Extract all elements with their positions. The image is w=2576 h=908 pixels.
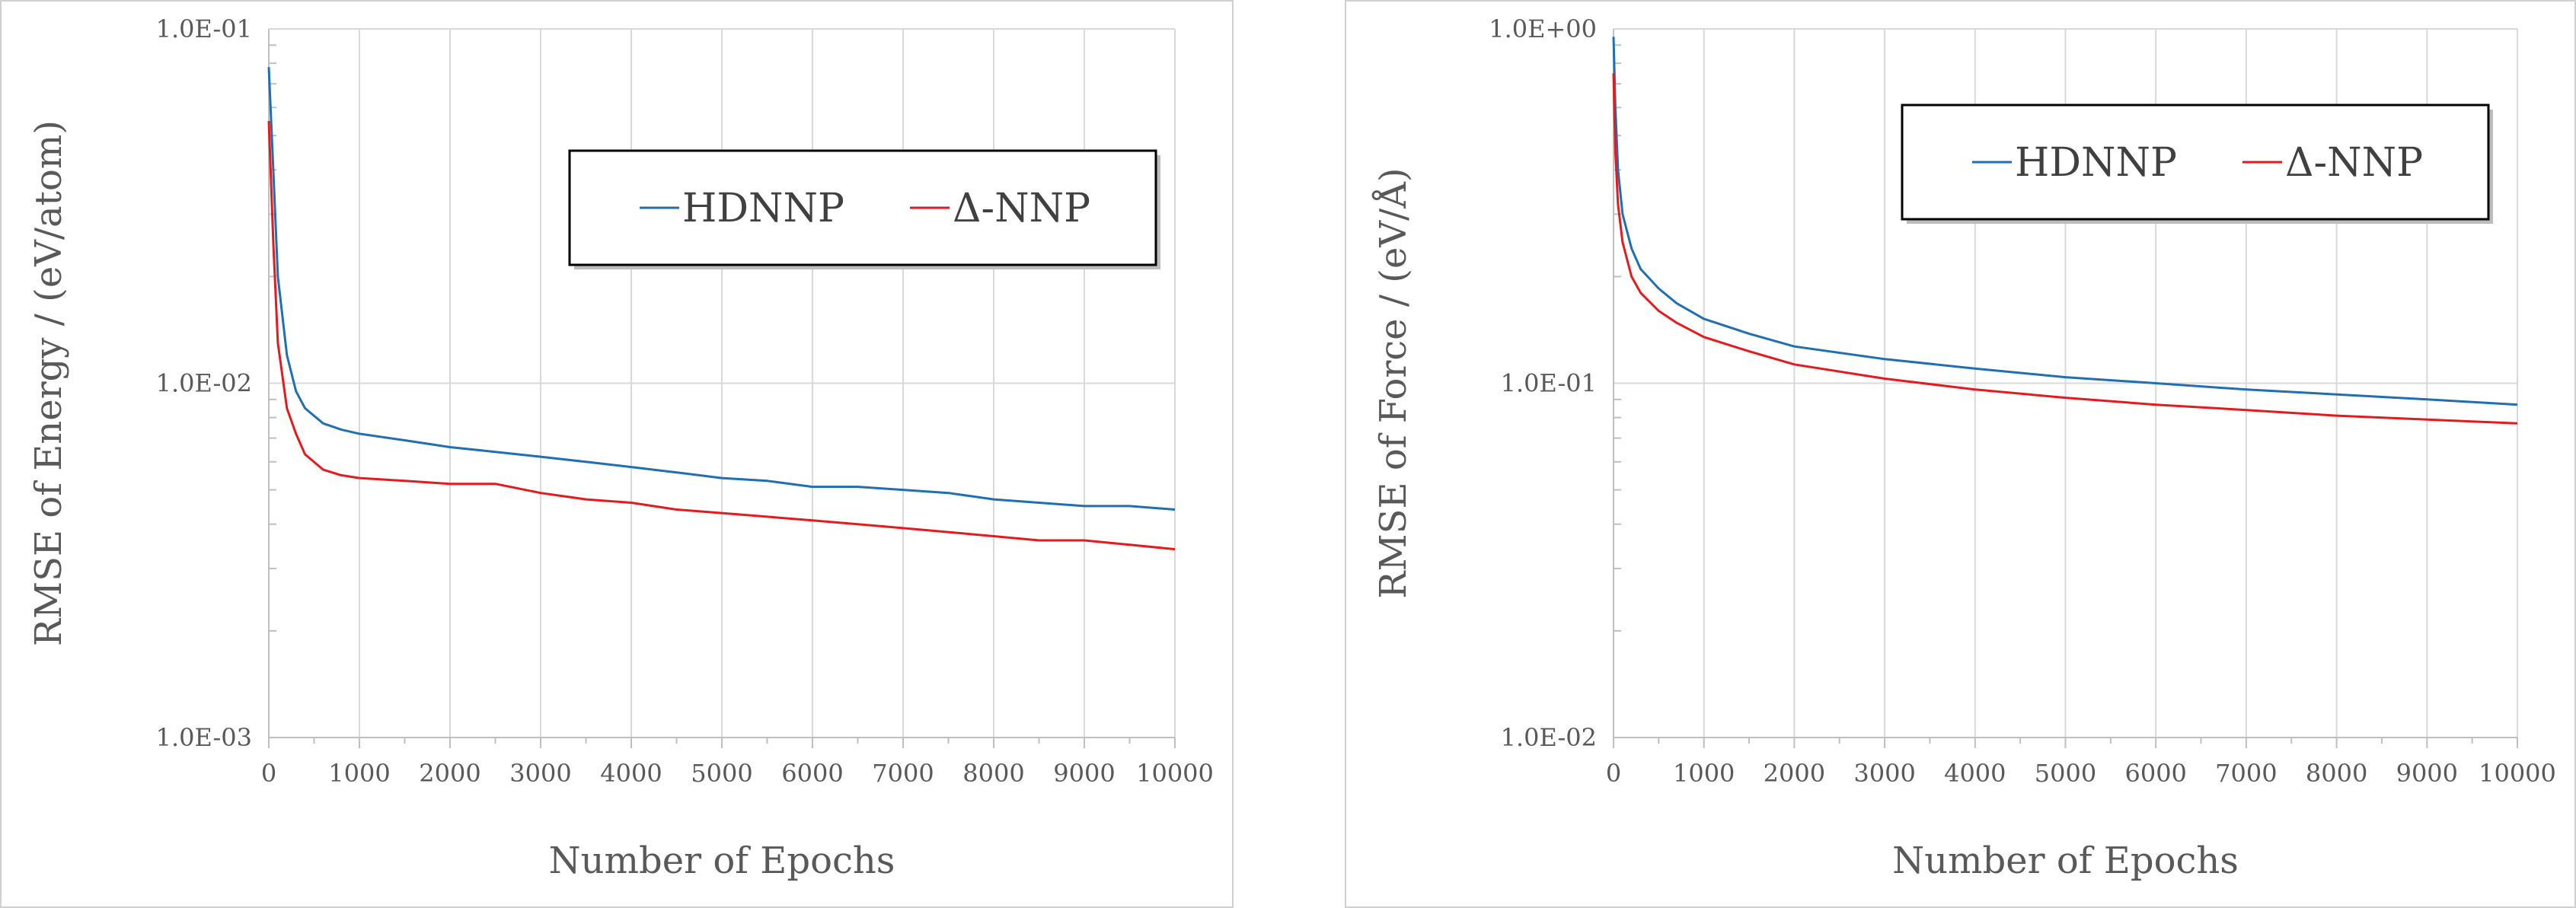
- y-axis-title: RMSE of Force / (eV/Å): [1371, 167, 1415, 598]
- x-tick-label: 0: [261, 759, 276, 788]
- legend-label: Δ-NNP: [953, 186, 1090, 231]
- series-line-hdnnp: [267, 67, 1176, 511]
- x-tick-label: 10000: [2479, 759, 2556, 788]
- x-tick-label: 5000: [691, 759, 752, 788]
- legend-label: HDNNP: [682, 186, 844, 231]
- x-tick-label: 1000: [1673, 759, 1735, 788]
- series-line-delta-nnp: [1612, 73, 2518, 425]
- x-tick-label: 2000: [419, 759, 480, 788]
- x-tick-label: 6000: [781, 759, 843, 788]
- y-tick-label: 1.0E-03: [156, 723, 252, 752]
- energy-chart: 0 1000 2000 3000 4000 5000 6000 7000 8000 9000 100…: [27, 14, 1214, 882]
- force-chart-panel: 0 1000 2000 3000 4000 5000 6000 7000 8000 9000 100…: [1345, 0, 2576, 908]
- y-tick-label: 1.0E-02: [156, 369, 252, 398]
- x-axis-title: Number of Epochs: [1892, 840, 2239, 882]
- x-tick-label: 6000: [2124, 759, 2186, 788]
- y-tick-label: 1.0E-02: [1501, 723, 1597, 752]
- x-tick-label: 9000: [1053, 759, 1115, 788]
- y-tick-label: 1.0E+00: [1489, 14, 1597, 43]
- x-tick-label: 4000: [600, 759, 662, 788]
- x-tick-label: 8000: [2306, 759, 2367, 788]
- x-tick-label: 10000: [1136, 759, 1214, 788]
- x-tick-label: 7000: [872, 759, 934, 788]
- x-tick-label: 3000: [509, 759, 571, 788]
- y-axis-title: RMSE of Energy / (eV/atom): [27, 120, 70, 646]
- force-chart: 0 1000 2000 3000 4000 5000 6000 7000 8000 9000 100…: [1371, 14, 2556, 882]
- x-tick-label: 0: [1606, 759, 1621, 788]
- x-tick-label: 7000: [2215, 759, 2277, 788]
- energy-chart-panel: 0 1000 2000 3000 4000 5000 6000 7000 8000 9000 100…: [0, 0, 1234, 908]
- x-axis-title: Number of Epochs: [549, 840, 895, 882]
- y-tick-label: 1.0E-01: [156, 14, 252, 43]
- legend-label: Δ-NNP: [2285, 140, 2423, 186]
- x-tick-label: 1000: [328, 759, 390, 788]
- y-tick-label: 1.0E-01: [1501, 369, 1597, 398]
- x-tick-label: 4000: [1944, 759, 2006, 788]
- x-tick-label: 9000: [2396, 759, 2458, 788]
- x-tick-label: 2000: [1764, 759, 1825, 788]
- x-tick-label: 3000: [1853, 759, 1915, 788]
- series-line-hdnnp: [1612, 37, 2518, 406]
- x-tick-label: 5000: [2035, 759, 2096, 788]
- x-tick-label: 8000: [962, 759, 1024, 788]
- series-line-delta-nnp: [267, 120, 1176, 551]
- legend-label: HDNNP: [2015, 140, 2177, 186]
